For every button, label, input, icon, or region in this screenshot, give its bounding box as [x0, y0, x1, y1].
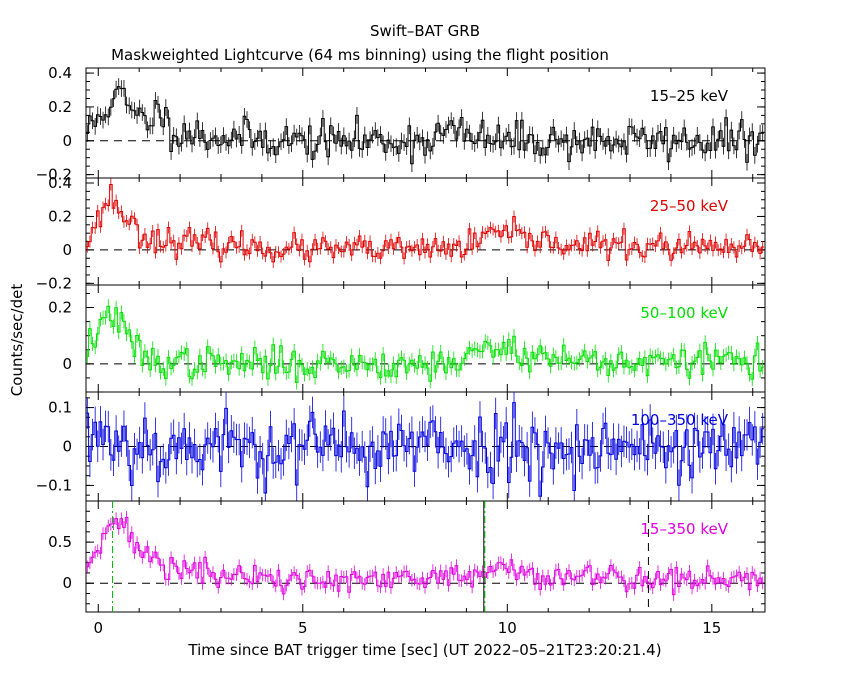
lightcurve-line: [86, 86, 764, 165]
panel-100-350-keV: −0.1 0 0.1 100–350 keV: [36, 391, 766, 502]
y-tick-label: −0.2: [36, 274, 72, 292]
chart-title: Swift–BAT GRB: [370, 22, 480, 40]
y-tick-label: 0.1: [48, 399, 72, 417]
y-axis-label: Counts/sec/det: [8, 284, 26, 397]
y-tick-label: 0.2: [48, 299, 72, 317]
y-tick-label: −0.2: [36, 166, 72, 184]
lightcurve-line: [86, 184, 764, 263]
lightcurve-line: [86, 402, 764, 497]
y-tick-label: 0.4: [48, 64, 72, 82]
x-tick-label: 15: [702, 619, 721, 637]
y-tick-label: 0: [62, 574, 72, 592]
y-tick-label: 0.4: [48, 174, 72, 192]
y-tick-label: 0: [62, 438, 72, 456]
panel-15-350-keV: 0 0.5 15–350 keV: [48, 500, 766, 613]
panels-group: −0.2 0 0.2 0.4 15–25 keV −0.2 0 0.2 0.4 25–50 keV…: [36, 64, 766, 613]
band-label: 15–25 keV: [650, 87, 729, 105]
x-tick-label: 0: [93, 619, 103, 637]
panel-frame: [85, 67, 766, 179]
x-tick-label: 10: [498, 619, 517, 637]
y-tick-label: 0.5: [48, 533, 72, 551]
x-tick-label: 5: [298, 619, 308, 637]
y-tick-label: 0.2: [48, 98, 72, 116]
y-tick-label: −0.1: [36, 476, 72, 494]
panel-frame: [85, 500, 766, 613]
panel-15-25-keV: −0.2 0 0.2 0.4 15–25 keV: [36, 64, 766, 184]
lightcurve-line: [86, 516, 764, 596]
x-axis: 0 5 10 15: [93, 619, 721, 637]
panel-25-50-keV: −0.2 0 0.2 0.4 25–50 keV: [36, 174, 766, 292]
band-label: 50–100 keV: [640, 304, 728, 322]
lightcurve-line: [86, 305, 764, 383]
panel-50-100-keV: 0 0.2 50–100 keV: [48, 284, 766, 393]
y-tick-label: 0: [62, 241, 72, 259]
y-tick-label: 0.2: [48, 207, 72, 225]
band-label: 100–350 keV: [631, 411, 729, 429]
x-axis-label: Time since BAT trigger time [sec] (UT 20…: [187, 641, 661, 659]
band-label: 15–350 keV: [640, 520, 728, 538]
chart-subtitle: Maskweighted Lightcurve (64 ms binning) …: [111, 46, 609, 64]
y-tick-label: 0: [62, 132, 72, 150]
band-label: 25–50 keV: [650, 197, 729, 215]
y-tick-label: 0: [62, 355, 72, 373]
